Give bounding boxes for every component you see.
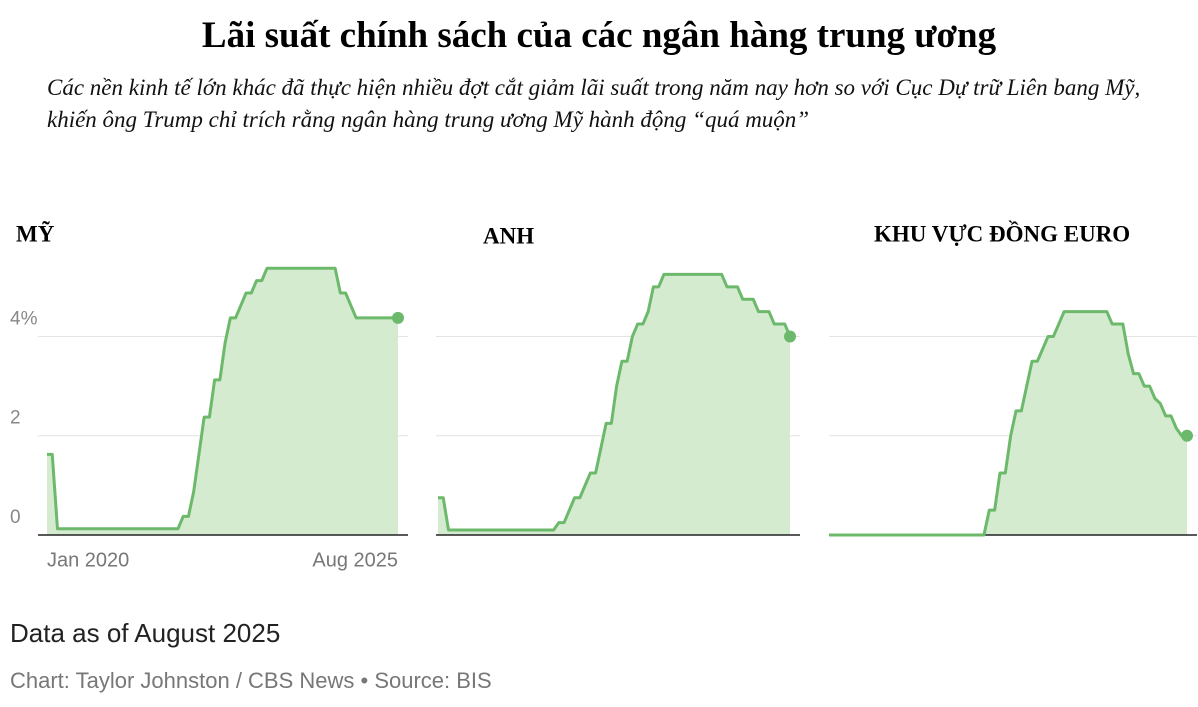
y-tick-label: 2 [10, 408, 21, 429]
x-tick-label: Jan 2020 [47, 549, 129, 571]
end-dot [392, 311, 404, 324]
panel-title: ANH [483, 223, 534, 248]
line [438, 272, 792, 532]
line [47, 266, 398, 531]
panel-title: KHU VỰC ĐỒNG EURO [874, 220, 1130, 246]
charts: MỸ 0 2 4% Jan 2020 Aug 2025 ANH KHU VỰC ĐỒNG EU… [10, 220, 1197, 571]
x-tick-label: Aug 2025 [312, 549, 398, 571]
panel-title: MỸ [16, 220, 55, 246]
y-tick-label: 4% [10, 308, 38, 329]
title: Lãi suất chính sách của các ngân hàng tr… [201, 15, 997, 56]
line [829, 310, 1187, 537]
end-dot [784, 330, 796, 343]
end-dot [1181, 429, 1193, 442]
credit: Chart: Taylor Johnston / CBS News • Sour… [10, 668, 492, 693]
area [47, 268, 398, 535]
subtitle: Các nền kinh tế lớn khác đã thực hiện nh… [47, 75, 1141, 132]
note: Data as of August 2025 [10, 618, 281, 648]
y-tick-label: 0 [10, 507, 21, 528]
area [829, 311, 1187, 535]
